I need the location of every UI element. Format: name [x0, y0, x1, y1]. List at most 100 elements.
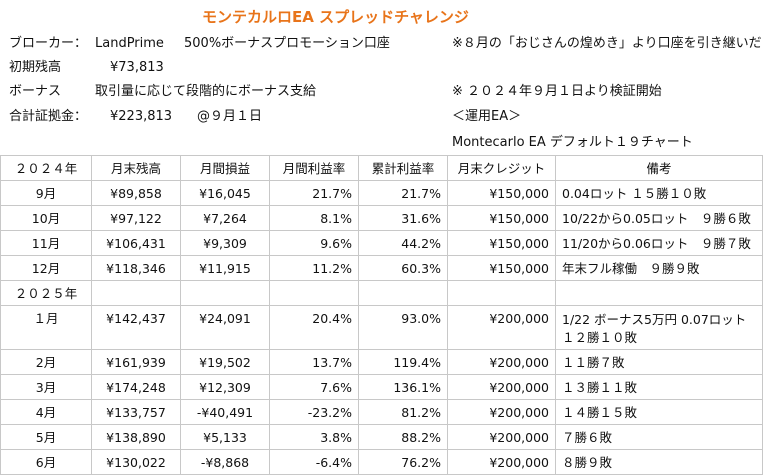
table-row: 3月 ¥174,248 ¥12,309 7.6% 136.1% ¥200,000…	[0, 374, 763, 400]
cumulative-rate-cell: 93.0%	[358, 305, 448, 350]
empty-cell	[91, 280, 181, 306]
broker-value: LandPrime	[95, 36, 164, 51]
pnl-cell: ¥9,309	[180, 230, 270, 256]
balance-cell: ¥130,022	[91, 449, 181, 475]
header-row: ２０２４年 月末残高 月間損益 月間利益率 累計利益率 月末クレジット 備考	[0, 155, 763, 181]
pnl-cell: ¥16,045	[180, 180, 270, 206]
total-margin-label: 合計証拠金：	[9, 109, 88, 124]
table-row: 5月 ¥138,890 ¥5,133 3.8% 88.2% ¥200,000 ７…	[0, 424, 763, 450]
total-margin-date: @９月１日	[197, 109, 263, 124]
pnl-cell: -¥8,868	[180, 449, 270, 475]
pnl-cell: ¥7,264	[180, 205, 270, 231]
header-credit: 月末クレジット	[447, 155, 556, 181]
results-table: ２０２４年 月末残高 月間損益 月間利益率 累計利益率 月末クレジット 備考 9…	[0, 155, 763, 475]
table-row: 10月 ¥97,122 ¥7,264 8.1% 31.6% ¥150,000 1…	[0, 205, 763, 231]
balance-cell: ¥133,757	[91, 399, 181, 425]
note-cell: 10/22から0.05ロット ９勝６敗	[555, 205, 763, 231]
empty-cell	[180, 280, 270, 306]
credit-cell: ¥200,000	[447, 374, 556, 400]
broker-note: 500%ボーナスプロモーション口座	[184, 36, 390, 51]
cumulative-rate-cell: 119.4%	[358, 349, 448, 375]
note-cell: 年末フル稼働 ９勝９敗	[555, 255, 763, 281]
credit-cell: ¥200,000	[447, 349, 556, 375]
month-cell: 4月	[0, 399, 92, 425]
credit-cell: ¥150,000	[447, 230, 556, 256]
credit-cell: ¥150,000	[447, 205, 556, 231]
initial-balance-label: 初期残高	[9, 60, 62, 75]
monthly-rate-cell: 9.6%	[269, 230, 359, 256]
header-balance: 月末残高	[91, 155, 181, 181]
table-row: 9月 ¥89,858 ¥16,045 21.7% 21.7% ¥150,000 …	[0, 180, 763, 206]
pnl-cell: -¥40,491	[180, 399, 270, 425]
table-row: 11月 ¥106,431 ¥9,309 9.6% 44.2% ¥150,000 …	[0, 230, 763, 256]
bonus-label: ボーナス	[9, 84, 62, 99]
broker-label: ブローカー：	[9, 36, 88, 51]
credit-cell: ¥200,000	[447, 424, 556, 450]
month-cell: 2月	[0, 349, 92, 375]
header-pnl: 月間損益	[180, 155, 270, 181]
month-cell: 12月	[0, 255, 92, 281]
ea-value: Montecarlo EA デフォルト１９チャート	[452, 135, 693, 150]
note-verification-start: ※ ２０２４年９月１日より検証開始	[452, 84, 662, 99]
pnl-cell: ¥11,915	[180, 255, 270, 281]
monthly-rate-cell: 21.7%	[269, 180, 359, 206]
credit-cell: ¥200,000	[447, 305, 556, 350]
cumulative-rate-cell: 60.3%	[358, 255, 448, 281]
pnl-cell: ¥5,133	[180, 424, 270, 450]
table-row: １月 ¥142,437 ¥24,091 20.4% 93.0% ¥200,000…	[0, 305, 763, 350]
year-2025-label: ２０２５年	[0, 280, 92, 306]
header-year: ２０２４年	[0, 155, 92, 181]
monthly-rate-cell: -23.2%	[269, 399, 359, 425]
note-cell: 0.04ロット １５勝１０敗	[555, 180, 763, 206]
credit-cell: ¥150,000	[447, 255, 556, 281]
note-line: １２勝１０敗	[562, 330, 638, 345]
empty-cell	[358, 280, 448, 306]
monthly-rate-cell: 8.1%	[269, 205, 359, 231]
table-row: 4月 ¥133,757 -¥40,491 -23.2% 81.2% ¥200,0…	[0, 399, 763, 425]
sheet-title: モンテカルロEA スプレッドチャレンジ	[202, 8, 469, 26]
balance-cell: ¥97,122	[91, 205, 181, 231]
monthly-rate-cell: 7.6%	[269, 374, 359, 400]
cumulative-rate-cell: 21.7%	[358, 180, 448, 206]
month-cell: １月	[0, 305, 92, 350]
year-row: ２０２５年	[0, 280, 763, 306]
header-monthly-rate: 月間利益率	[269, 155, 359, 181]
initial-balance-value: ¥73,813	[110, 60, 164, 75]
cumulative-rate-cell: 44.2%	[358, 230, 448, 256]
balance-cell: ¥138,890	[91, 424, 181, 450]
cumulative-rate-cell: 136.1%	[358, 374, 448, 400]
cumulative-rate-cell: 88.2%	[358, 424, 448, 450]
balance-cell: ¥161,939	[91, 349, 181, 375]
ea-label: ＜運用EA＞	[452, 109, 522, 124]
month-cell: 9月	[0, 180, 92, 206]
note-cell: ８勝９敗	[555, 449, 763, 475]
total-margin-value: ¥223,813	[110, 109, 173, 124]
monthly-rate-cell: 3.8%	[269, 424, 359, 450]
monthly-rate-cell: 13.7%	[269, 349, 359, 375]
credit-cell: ¥150,000	[447, 180, 556, 206]
note-line: 1/22 ボーナス5万円 0.07ロット	[562, 312, 747, 327]
month-cell: 3月	[0, 374, 92, 400]
credit-cell: ¥200,000	[447, 399, 556, 425]
balance-cell: ¥118,346	[91, 255, 181, 281]
cumulative-rate-cell: 76.2%	[358, 449, 448, 475]
empty-cell	[269, 280, 359, 306]
monthly-rate-cell: 11.2%	[269, 255, 359, 281]
balance-cell: ¥142,437	[91, 305, 181, 350]
note-cell: 1/22 ボーナス5万円 0.07ロット １２勝１０敗	[555, 305, 763, 350]
header-notes: 備考	[555, 155, 763, 181]
balance-cell: ¥89,858	[91, 180, 181, 206]
empty-cell	[555, 280, 763, 306]
cumulative-rate-cell: 31.6%	[358, 205, 448, 231]
month-cell: 5月	[0, 424, 92, 450]
monthly-rate-cell: -6.4%	[269, 449, 359, 475]
balance-cell: ¥106,431	[91, 230, 181, 256]
empty-cell	[447, 280, 556, 306]
note-cell: １４勝１５敗	[555, 399, 763, 425]
balance-cell: ¥174,248	[91, 374, 181, 400]
note-account-inherited: ※８月の「おじさんの煌めき」より口座を引き継いだ	[452, 36, 762, 51]
credit-cell: ¥200,000	[447, 449, 556, 475]
table-row: 6月 ¥130,022 -¥8,868 -6.4% 76.2% ¥200,000…	[0, 449, 763, 475]
table-row: 12月 ¥118,346 ¥11,915 11.2% 60.3% ¥150,00…	[0, 255, 763, 281]
note-cell: ７勝６敗	[555, 424, 763, 450]
